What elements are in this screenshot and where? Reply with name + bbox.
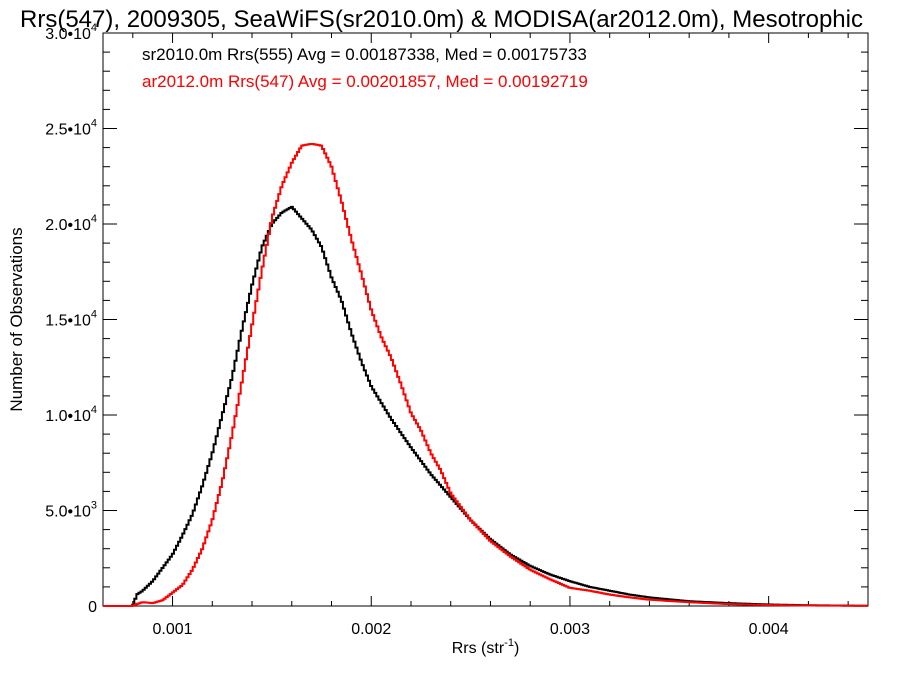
x-tick-label: 0.004 [749,621,789,638]
y-tick-label: 3.0•104 [45,22,97,43]
series-line-2 [103,142,868,607]
y-tick-label: 5.0•103 [45,500,97,521]
y-axis: 0 5.0•103 1.0•104 1.5•104 2.0•104 2.5•104 3.0•… [45,22,868,616]
y-tick-label: 1.5•104 [45,309,97,330]
chart-title: Rrs(547), 2009305, SeaWiFS(sr2010.0m) & … [20,6,863,33]
y-tick-label: 0 [88,599,97,616]
x-tick-label: 0.002 [351,621,391,638]
x-tick-label: 0.003 [550,621,590,638]
annotation-1: sr2010.0m Rrs(555) Avg = 0.00187338, Med… [142,45,587,64]
y-tick-label: 2.0•104 [45,213,97,234]
y-tick-label: 1.0•104 [45,404,97,425]
x-axis-label-text: Rrs (str [452,640,505,657]
series-layer [103,142,868,607]
x-axis-label-suffix: ) [514,640,519,657]
annotation-2: ar2012.0m Rrs(547) Avg = 0.00201857, Med… [142,72,588,91]
x-axis-label-exponent: -1 [504,637,514,649]
x-tick-label: 0.001 [153,621,193,638]
annotations: sr2010.0m Rrs(555) Avg = 0.00187338, Med… [142,45,588,91]
y-axis-label: Number of Observations [7,227,26,411]
x-axis-label: Rrs (str-1) [452,637,520,657]
y-tick-label: 2.5•104 [45,118,97,139]
